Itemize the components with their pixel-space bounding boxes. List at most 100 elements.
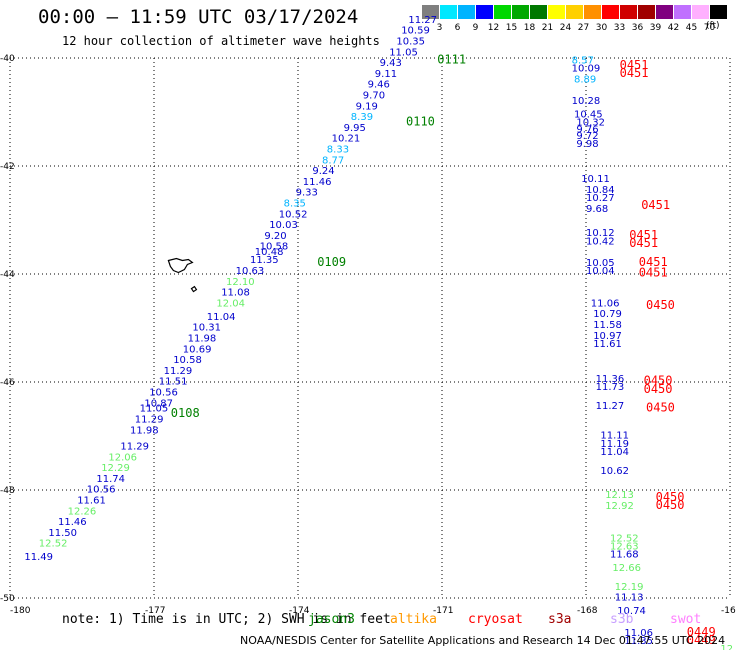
x-tick-label: -16 <box>721 606 736 616</box>
wave-height-point: 10.28 <box>572 96 601 107</box>
wave-height-point: 10.62 <box>600 466 629 477</box>
wave-height-point: 10.12 <box>586 228 615 239</box>
time-stamp-label: 0450 <box>646 298 675 312</box>
colorbar-swatch <box>422 5 439 19</box>
wave-height-point: 9.11 <box>375 69 397 80</box>
wave-height-point: 8.39 <box>351 112 373 123</box>
wave-height-point: 10.03 <box>269 220 298 231</box>
y-tick-label: -42 <box>0 162 15 172</box>
wave-height-point: 10.56 <box>149 388 178 399</box>
wave-height-point: 11.36 <box>596 374 625 385</box>
wave-height-point: 11.35 <box>250 255 279 266</box>
wave-height-point: 12.29 <box>101 463 130 474</box>
wave-height-point: 11.51 <box>159 377 188 388</box>
wave-height-points: 11.4912.5211.5011.4612.2611.6110.5611.74… <box>24 15 736 650</box>
time-stamp-label: 0450 <box>644 374 673 388</box>
wave-height-point: 9.76 <box>576 125 598 136</box>
colorbar-label: 18 <box>523 23 536 33</box>
wave-height-point: 9.72 <box>576 131 598 142</box>
wave-height-point: 10.63 <box>236 266 265 277</box>
wave-height-point: 9.19 <box>356 101 378 112</box>
pitt-island-shape <box>190 285 198 293</box>
x-tick-label: -168 <box>577 606 598 616</box>
wave-height-point: 11.29 <box>120 442 149 453</box>
wave-height-point: 10.52 <box>279 209 308 220</box>
wave-height-point: 12.13 <box>605 490 634 501</box>
colorbar-label: 36 <box>631 23 644 33</box>
colorbar-label: 27 <box>577 23 590 33</box>
wave-height-point: 11.68 <box>610 550 639 561</box>
footer-credit: NOAA/NESDIS Center for Satellite Applica… <box>240 634 726 647</box>
wave-height-point: 11.29 <box>164 366 193 377</box>
satellite-legend-s3b: s3b <box>610 612 634 627</box>
wave-height-point: 10.31 <box>192 323 221 334</box>
colorbar-label: 6 <box>454 23 461 33</box>
time-stamp-label: 0109 <box>317 255 346 269</box>
wave-height-point: 10.27 <box>586 193 615 204</box>
wave-height-point: 10.79 <box>593 309 622 320</box>
map-grid <box>9 57 731 599</box>
satellite-legend-altika: altika <box>390 612 437 627</box>
time-stamp-label: 0450 <box>656 498 685 512</box>
wave-height-point: 9.46 <box>368 80 390 91</box>
wave-height-point: 11.50 <box>48 528 77 539</box>
colorbar-swatch <box>656 5 673 19</box>
colorbar-swatch <box>530 5 547 19</box>
time-stamp-label: 0449 <box>687 633 716 647</box>
wave-height-point: 11.06 <box>591 298 620 309</box>
colorbar-label: 70 <box>703 23 716 33</box>
wave-height-point: 11.46 <box>303 177 332 188</box>
wave-height-point: 11.58 <box>593 320 622 331</box>
wave-height-point: 10.35 <box>396 37 425 48</box>
time-stamp-label: 0451 <box>629 236 658 250</box>
wave-height-point: 10.58 <box>260 242 289 253</box>
satellite-legend-jason3: jason3 <box>308 612 355 627</box>
wave-height-point: 10.87 <box>144 398 173 409</box>
x-tick-label: -177 <box>145 606 165 616</box>
chart-subtitle: 12 hour collection of altimeter wave hei… <box>62 34 380 48</box>
y-tick-label: -40 <box>0 54 15 64</box>
wave-height-point: 11.13 <box>615 593 644 604</box>
colorbar-label: 24 <box>559 23 572 33</box>
wave-height-point: 10.42 <box>586 236 615 247</box>
wave-height-point: 9.98 <box>576 139 598 150</box>
wave-height-point: 11.06 <box>624 628 653 639</box>
x-tick-label: -180 <box>10 606 31 616</box>
time-stamp-label: 0108 <box>171 406 200 420</box>
wave-height-point: 10.11 <box>581 174 610 185</box>
time-stamp-label: 0450 <box>644 382 673 396</box>
colorbar-label: 45 <box>685 23 698 33</box>
chart-title: 00:00 — 11:59 UTC 03/17/2024 <box>38 6 359 28</box>
wave-height-point: 10.74 <box>617 606 646 617</box>
time-stamp-label: 0451 <box>641 198 670 212</box>
colorbar-swatch <box>476 5 493 19</box>
wave-height-point: 12.66 <box>612 563 641 574</box>
colorbar-swatch <box>548 5 565 19</box>
wave-height-point: 12.26 <box>68 506 97 517</box>
wave-height-point: 10.56 <box>87 485 116 496</box>
wave-height-point: 12.10 <box>226 277 255 288</box>
wave-height-point: 11.05 <box>140 404 169 415</box>
satellite-legend-cryosat: cryosat <box>468 612 523 627</box>
colorbar-swatch <box>620 5 637 19</box>
wave-height-point: 8.89 <box>574 74 596 85</box>
wave-height-point: 10.97 <box>593 331 622 342</box>
time-stamp-label: 0110 <box>406 115 435 129</box>
wave-height-point: 9.24 <box>312 166 334 177</box>
wave-height-point: 9.70 <box>363 91 385 102</box>
wave-height-point: 11.74 <box>96 474 125 485</box>
time-stamp-label: 0451 <box>629 228 658 242</box>
colorbar-swatch <box>710 5 727 19</box>
wave-height-point: 11.27 <box>408 15 437 26</box>
wave-height-point: 11.11 <box>600 431 629 442</box>
wave-height-point: 11.29 <box>135 415 164 426</box>
chatham-island-shape <box>167 257 194 274</box>
colorbar-label: 3 <box>436 23 443 33</box>
colorbar-label: 42 <box>667 23 680 33</box>
wave-height-point: 10.84 <box>586 185 615 196</box>
wave-height-point: 10.59 <box>401 26 430 37</box>
wave-height-point: 11.98 <box>130 425 159 436</box>
wave-height-point: 8.33 <box>327 145 349 156</box>
wave-height-point: 8.57 <box>572 55 594 66</box>
